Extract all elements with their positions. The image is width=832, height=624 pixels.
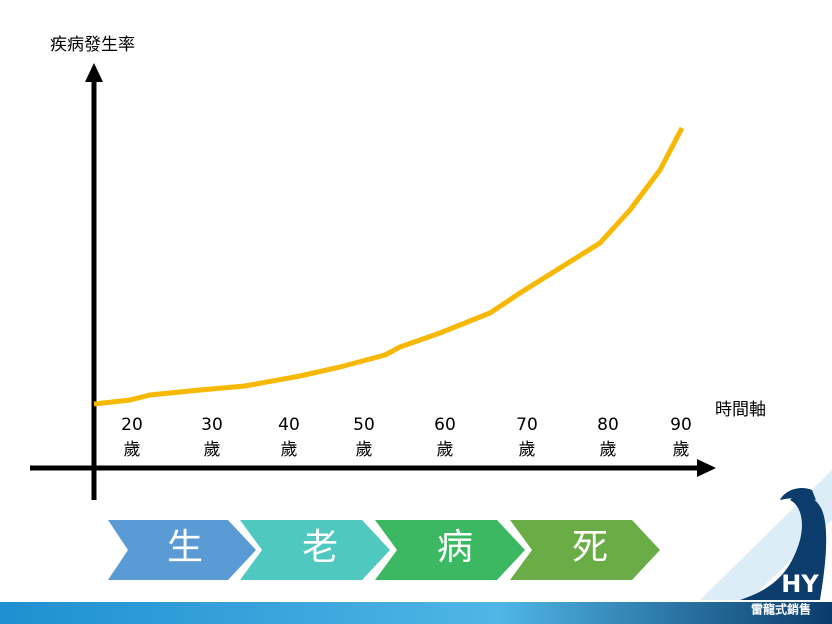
logo-name: 雷龍式銷售: [751, 602, 811, 617]
chevron: [240, 520, 390, 580]
age-unit: 歲: [204, 440, 221, 460]
x-axis-arrow: [697, 459, 716, 477]
x-axis-label: 時間軸: [715, 400, 766, 420]
age-number: 70: [516, 415, 538, 435]
y-axis-label: 疾病發生率: [50, 35, 135, 55]
stage-chevrons: [108, 520, 660, 580]
age-unit: 歲: [600, 440, 617, 460]
age-number: 30: [201, 415, 223, 435]
age-unit: 歲: [356, 440, 373, 460]
stage-label: 生: [167, 527, 203, 568]
age-number: 80: [597, 415, 619, 435]
chevron: [375, 520, 525, 580]
chevron: [510, 520, 660, 580]
stage-label: 老: [302, 527, 338, 568]
age-labels: 20 歲 30 歲 40 歲 50 歲 60 歲 70 歲 80 歲 90 歲: [121, 415, 692, 460]
disease-curve: [93, 126, 685, 407]
age-unit: 歲: [124, 440, 141, 460]
age-unit: 歲: [281, 440, 298, 460]
logo: HY 雷龍式銷售: [700, 470, 832, 617]
age-number: 40: [278, 415, 300, 435]
y-axis-arrow: [85, 63, 103, 82]
age-unit: 歲: [519, 440, 536, 460]
logo-dino-head: [780, 488, 816, 500]
bottom-band: [0, 602, 832, 624]
age-number: 20: [121, 415, 143, 435]
age-number: 50: [353, 415, 375, 435]
stage-labels: 生老病死: [167, 527, 608, 568]
age-unit: 歲: [673, 440, 690, 460]
chevron: [108, 520, 256, 580]
stage-label: 病: [437, 527, 473, 568]
age-number: 60: [434, 415, 456, 435]
logo-dino: [740, 494, 827, 600]
stage-label: 死: [572, 527, 608, 568]
logo-mark: HY: [781, 570, 819, 598]
age-number: 90: [670, 415, 692, 435]
age-unit: 歲: [437, 440, 454, 460]
